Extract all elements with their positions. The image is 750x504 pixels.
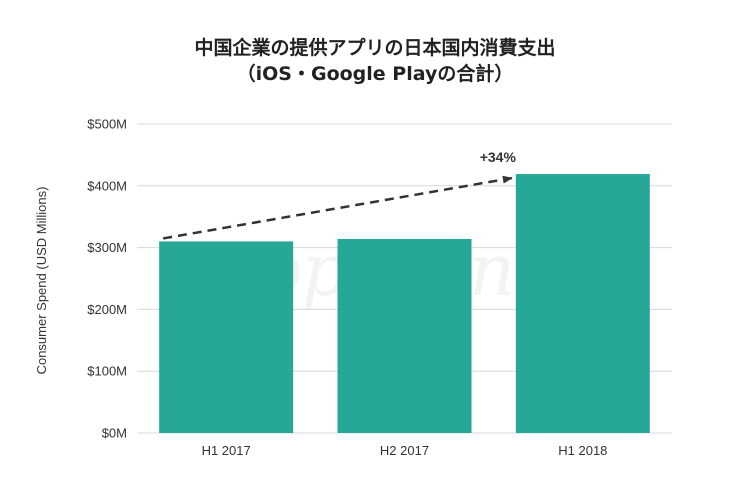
x-category-label: H2 2017 [380,443,429,458]
y-tick-label: $300M [87,240,127,255]
y-tick-label: $0M [102,426,127,441]
chart-title-line-2: （iOS・Google Playの合計） [237,62,514,85]
x-category-label: H1 2018 [558,443,607,458]
bar-h2-2017 [337,238,472,433]
y-tick-label: $200M [87,302,127,317]
x-category-label: H1 2017 [202,443,251,458]
chart-title-line-1: 中国企業の提供アプリの日本国内消費支出 [194,36,555,59]
y-tick-label: $400M [87,178,127,193]
bars [159,174,650,434]
y-axis-title: Consumer Spend (USD Millions) [34,187,49,375]
bar-h1-2018 [515,174,650,434]
y-axis-ticks: $0M $100M $200M $300M $400M $500M [87,117,127,441]
x-axis-categories: H1 2017 H2 2017 H1 2018 [202,443,608,458]
y-tick-label: $500M [87,117,127,132]
bar-h1-2017 [159,241,294,433]
y-tick-label: $100M [87,364,127,379]
trend-annotation-label: +34% [480,149,517,165]
